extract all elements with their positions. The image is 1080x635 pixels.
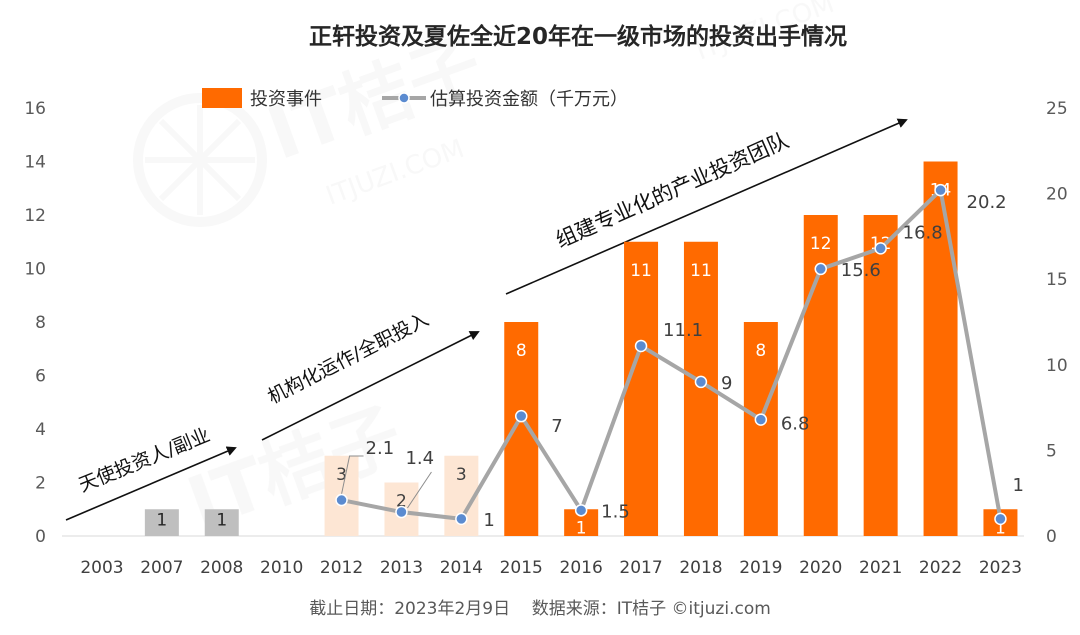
x-tick-label: 2020: [799, 558, 842, 578]
line-value-label: 16.8: [903, 222, 943, 243]
bar-value-label: 3: [456, 465, 467, 485]
bar-value-label: 1: [995, 518, 1006, 538]
line-value-label: 11.1: [663, 320, 703, 341]
leader-line: [407, 471, 432, 509]
y-left-tick-label: 10: [24, 260, 46, 280]
phase-1-arrow: [65, 446, 237, 521]
bar: [923, 161, 958, 536]
y-left-tick-label: 0: [35, 527, 46, 547]
line-value-label: 1.5: [601, 501, 630, 522]
legend-swatch-marker: [398, 92, 410, 104]
line-value-label: 2.1: [366, 438, 395, 459]
bar-value-label: 3: [336, 465, 347, 485]
y-right-tick-label: 25: [1046, 99, 1068, 119]
legend-label-bar: 投资事件: [250, 89, 322, 110]
x-tick-label: 2007: [140, 558, 183, 578]
legend: 投资事件 估算投资金额（千万元）: [202, 88, 628, 110]
amount-line: [341, 188, 1003, 521]
bar: [504, 322, 539, 536]
y-left-tick-label: 8: [35, 313, 46, 333]
line-point: [754, 413, 768, 426]
line-value-label: 1: [1012, 475, 1023, 496]
x-tick-label: 2021: [859, 558, 902, 578]
line-point: [814, 262, 827, 276]
x-tick-label: 2010: [260, 558, 303, 578]
watermark: IT桔子 ITJUZI.COM IT桔子 ITJUZI.COM: [133, 0, 838, 546]
watermark-logo: [133, 93, 267, 227]
bar-value-label: 11: [630, 261, 652, 281]
bar-value-label: 12: [810, 234, 832, 254]
x-tick-label: 2016: [560, 558, 603, 578]
y-left-tick-label: 4: [35, 420, 46, 440]
phase-3-label: 组建专业化的产业投资团队: [552, 128, 792, 252]
x-tick-label: 2013: [380, 558, 423, 578]
line-value-label: 1.4: [405, 448, 434, 469]
y-left-tick-label: 14: [24, 153, 46, 173]
bar-value-label: 8: [755, 341, 766, 361]
x-tick-label: 2008: [200, 558, 243, 578]
bar-value-label: 11: [690, 261, 712, 281]
line-point: [994, 512, 1007, 526]
y-axis-right: 0 5 10 15 20 25: [1046, 99, 1068, 547]
bar: [204, 509, 239, 536]
y-left-tick-label: 12: [24, 206, 46, 226]
line-value-label: 6.8: [781, 414, 810, 435]
legend-swatch-bar: [202, 88, 242, 108]
y-left-tick-label: 6: [35, 367, 46, 387]
bar: [144, 509, 179, 536]
line-value-label: 1: [483, 510, 494, 531]
y-right-tick-label: 10: [1046, 356, 1068, 376]
line-value-label: 9: [721, 373, 732, 394]
phase-2-label: 机构化运作/全职投入: [264, 308, 432, 408]
leader-line: [341, 455, 364, 495]
footer-source: 截止日期：2023年2月9日 数据来源：IT桔子 ©itjuzi.com: [309, 599, 771, 619]
x-tick-label: 2014: [440, 558, 483, 578]
line-point: [874, 242, 887, 255]
line-point: [574, 504, 588, 517]
phase-annotations: 天使投资人/副业 机构化运作/全职投入 组建专业化的产业投资团队: [65, 118, 908, 521]
line-point: [335, 493, 348, 507]
phase-2-arrow: [261, 331, 480, 441]
line-point: [455, 512, 468, 526]
x-tick-label: 2022: [919, 558, 962, 578]
y-right-tick-label: 20: [1046, 185, 1068, 205]
legend-label-line: 估算投资金额（千万元）: [430, 89, 628, 110]
line-point: [694, 375, 708, 389]
bar: [863, 215, 898, 536]
y-left-tick-label: 2: [35, 474, 46, 494]
x-tick-label: 2019: [739, 558, 782, 578]
x-axis: 2003 2007 2008 2010 2012 2013 2014 2015 2016 2017…: [80, 558, 1022, 578]
line-point: [934, 183, 947, 197]
chart-title: 正轩投资及夏佐全近20年在一级市场的投资出手情况: [309, 23, 847, 50]
y-right-tick-label: 15: [1046, 270, 1068, 290]
bar-value-label: 8: [516, 341, 527, 361]
line-value-label: 7: [551, 416, 562, 437]
x-tick-label: 2012: [320, 558, 363, 578]
x-tick-label: 2003: [80, 558, 123, 578]
x-tick-label: 2015: [500, 558, 543, 578]
line-point: [634, 339, 648, 353]
line-value-label: 15.6: [841, 260, 881, 281]
bar: [624, 241, 659, 536]
phase-3-arrow: [505, 118, 908, 295]
line-series: 2.1 1.4 1 7 1.5 11.1 9 6.8 15.6 16.8 20.2 1: [335, 183, 1024, 531]
line-point: [395, 505, 408, 519]
y-axis-left: 0 2 4 6 8 10 12 14 16: [24, 99, 46, 547]
bar-value-label: 1: [576, 518, 587, 538]
bar-value-label: 1: [156, 510, 167, 530]
x-tick-label: 2018: [679, 558, 722, 578]
bar-value-label: 2: [396, 492, 407, 512]
bar: [743, 322, 778, 536]
x-tick-label: 2023: [979, 558, 1022, 578]
line-value-label: 20.2: [967, 192, 1007, 213]
y-left-tick-label: 16: [24, 99, 46, 119]
x-tick-label: 2017: [619, 558, 662, 578]
y-right-tick-label: 0: [1046, 527, 1057, 547]
bar-value-label: 1: [216, 510, 227, 530]
line-point: [515, 409, 528, 423]
y-right-tick-label: 5: [1046, 441, 1057, 461]
